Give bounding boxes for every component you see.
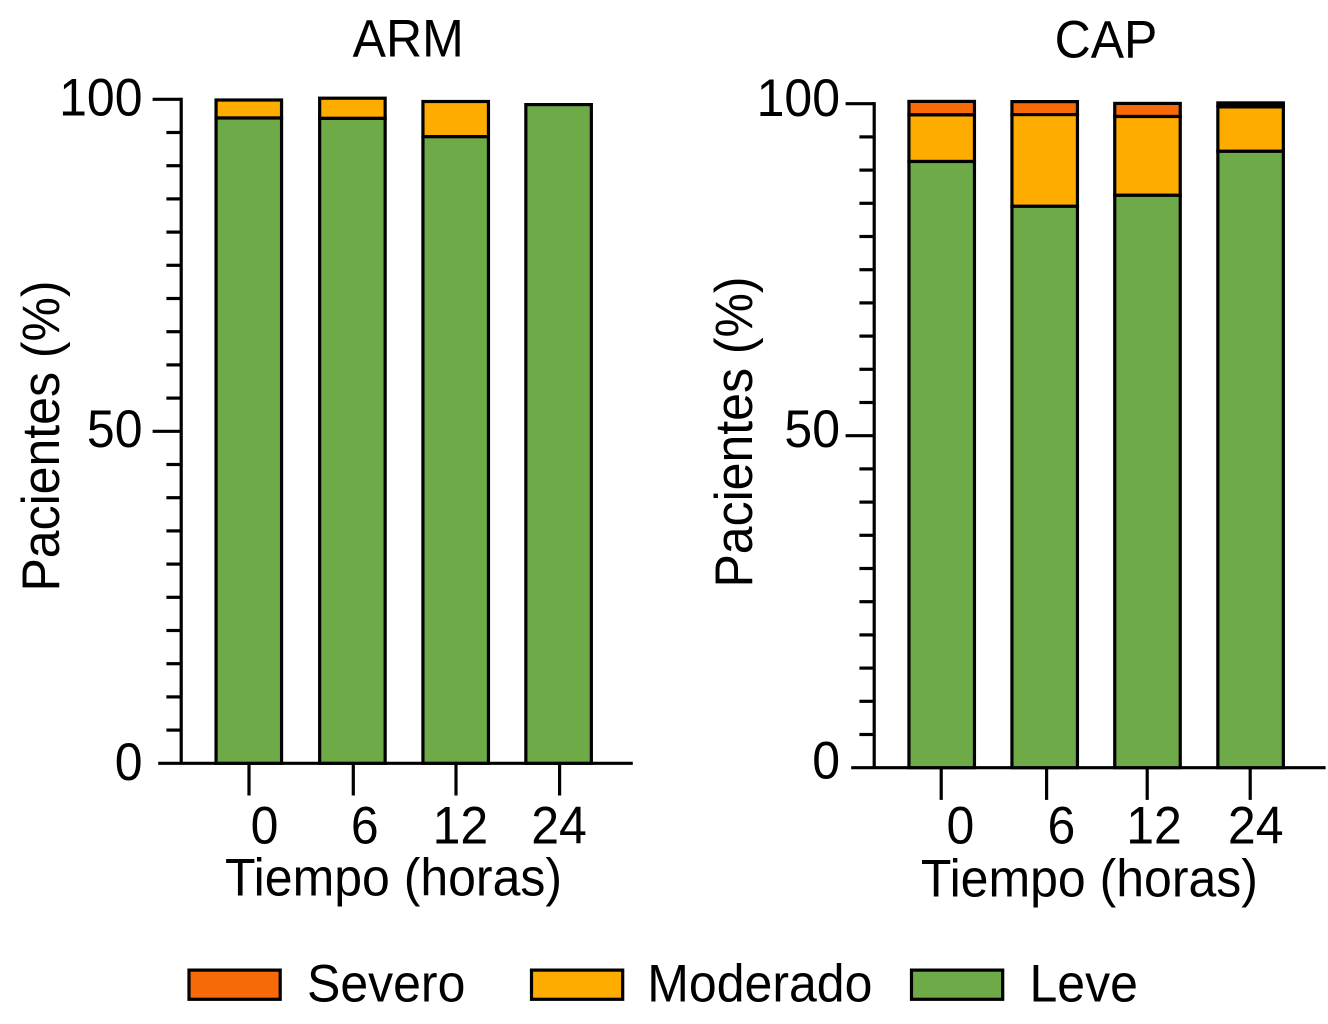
- svg-text:Moderado: Moderado: [647, 953, 872, 1013]
- svg-text:0: 0: [115, 732, 143, 792]
- svg-text:Severo: Severo: [307, 953, 465, 1013]
- svg-text:Tiempo (horas): Tiempo (horas): [225, 847, 562, 907]
- svg-text:ARM: ARM: [353, 8, 464, 68]
- svg-text:CAP: CAP: [1055, 9, 1158, 69]
- svg-text:6: 6: [1047, 795, 1075, 855]
- svg-text:24: 24: [531, 795, 587, 855]
- svg-text:24: 24: [1228, 795, 1284, 855]
- svg-text:12: 12: [433, 795, 489, 855]
- svg-text:Tiempo (horas): Tiempo (horas): [921, 848, 1258, 908]
- svg-text:Pacientes (%): Pacientes (%): [11, 280, 71, 591]
- svg-text:0: 0: [812, 730, 840, 790]
- svg-text:Pacientes (%): Pacientes (%): [704, 276, 764, 587]
- svg-text:Leve: Leve: [1030, 953, 1138, 1013]
- svg-text:50: 50: [87, 399, 143, 459]
- svg-text:100: 100: [757, 68, 840, 128]
- svg-text:50: 50: [784, 399, 840, 459]
- svg-text:0: 0: [251, 795, 279, 855]
- svg-text:12: 12: [1126, 795, 1182, 855]
- svg-text:6: 6: [351, 795, 379, 855]
- svg-text:0: 0: [946, 795, 974, 855]
- svg-text:100: 100: [59, 67, 142, 127]
